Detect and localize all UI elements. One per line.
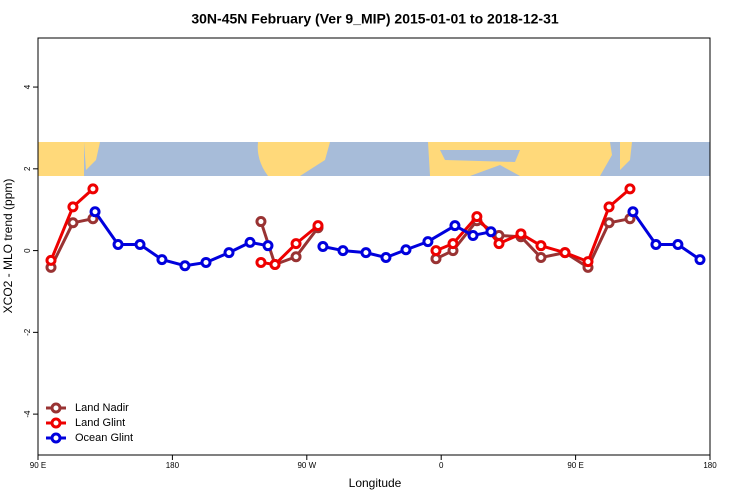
data-point [493, 238, 505, 250]
data-point [449, 220, 461, 232]
series-line [631, 210, 701, 261]
legend-marker [50, 402, 62, 414]
x-axis-label: Longitude [349, 476, 402, 490]
legend-label: Ocean Glint [75, 432, 133, 444]
series-line [260, 224, 319, 266]
series-line [435, 217, 631, 269]
map-band [38, 142, 710, 176]
legend: Land Nadir Land Glint Ocean Glint [46, 402, 133, 444]
data-point [471, 211, 483, 223]
data-point [430, 245, 442, 257]
y-tick-label: 4 [23, 84, 32, 89]
x-tick-label: 90 W [297, 461, 316, 470]
data-point [337, 245, 349, 257]
data-point [603, 217, 615, 229]
x-tick-label: 180 [703, 461, 717, 470]
legend-label: Land Glint [75, 417, 125, 429]
data-point [112, 238, 124, 250]
data-point [255, 256, 267, 268]
data-point [317, 241, 329, 252]
data-point [134, 238, 146, 250]
legend-marker [50, 417, 62, 429]
x-tick-label: 180 [166, 461, 180, 470]
data-point [582, 256, 594, 268]
data-point [67, 201, 79, 213]
data-point [467, 229, 479, 241]
legend-marker [50, 432, 62, 444]
data-point [156, 254, 168, 266]
data-point [694, 254, 706, 266]
data-point [447, 238, 459, 250]
y-axis-label: XCO2 - MLO trend (ppm) [1, 179, 15, 314]
y-tick-label: -2 [23, 328, 32, 336]
data-point [650, 238, 662, 250]
plot-frame [37, 37, 711, 456]
y-tick-label: 0 [23, 248, 32, 253]
y-tick-label: 2 [23, 166, 32, 171]
data-point [290, 238, 302, 250]
data-point [262, 240, 274, 252]
x-tick-label: 0 [439, 461, 444, 470]
data-point [515, 228, 527, 240]
data-point [290, 251, 302, 263]
data-point [244, 236, 256, 248]
legend-label: Land Nadir [75, 402, 129, 414]
data-point [45, 254, 57, 266]
data-point [312, 220, 324, 232]
data-point [535, 252, 547, 264]
data-point [179, 260, 191, 272]
data-point [360, 247, 372, 259]
data-point [200, 256, 212, 268]
data-point [485, 226, 497, 238]
data-point [603, 201, 615, 213]
chart-title: 30N-45N February (Ver 9_MIP) 2015-01-01 … [191, 11, 559, 27]
data-point [559, 247, 571, 259]
x-tick-label: 90 E [30, 461, 46, 470]
data-point [67, 217, 79, 229]
data-point [223, 247, 235, 259]
y-tick-label: -4 [23, 410, 32, 418]
data-point [89, 206, 101, 218]
data-point [269, 258, 281, 270]
data-point [627, 206, 639, 218]
data-point [422, 236, 434, 248]
data-point [400, 244, 412, 256]
series-line [93, 210, 269, 268]
data-point [624, 183, 636, 195]
data-point [87, 183, 99, 195]
data-point [255, 216, 267, 228]
x-tick-label: 90 E [567, 461, 583, 470]
data-point [380, 252, 392, 264]
data-point [535, 240, 547, 252]
data-point [672, 238, 684, 250]
